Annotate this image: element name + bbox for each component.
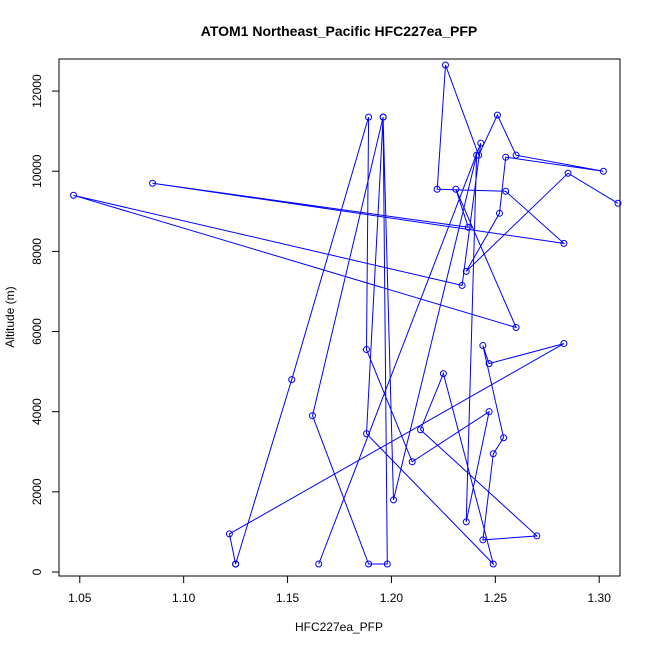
- series-line: [73, 64, 619, 565]
- data-point: [462, 267, 470, 275]
- data-point: [458, 281, 466, 289]
- data-point: [464, 223, 472, 231]
- y-axis: 0 2000 4000 6000 8000 10000 12000: [30, 74, 60, 575]
- y-tick-label: 0: [30, 568, 44, 575]
- data-point: [493, 111, 501, 119]
- data-point: [477, 139, 485, 147]
- data-point: [489, 560, 497, 568]
- data-point: [560, 239, 568, 247]
- x-tick-label: 1.15: [276, 591, 300, 605]
- data-point: [533, 532, 541, 540]
- y-tick-label: 12000: [30, 74, 44, 108]
- data-point: [489, 450, 497, 458]
- data-point: [383, 560, 391, 568]
- data-point: [485, 360, 493, 368]
- data-point: [560, 340, 568, 348]
- data-point: [512, 151, 520, 159]
- data-point: [225, 530, 233, 538]
- x-tick-label: 1.25: [484, 591, 508, 605]
- y-tick-label: 10000: [30, 154, 44, 188]
- data-point: [614, 199, 622, 207]
- series-layer: [70, 61, 622, 568]
- x-tick-label: 1.20: [380, 591, 404, 605]
- data-point: [500, 434, 508, 442]
- x-axis-label: HFC227ea_PFP: [295, 620, 383, 634]
- series-1: [225, 113, 568, 568]
- x-tick-label: 1.05: [68, 591, 92, 605]
- data-point: [308, 412, 316, 420]
- data-point: [365, 113, 373, 121]
- data-point: [149, 179, 156, 187]
- x-tick-label: 1.30: [588, 591, 612, 605]
- data-point: [462, 518, 470, 526]
- data-point: [408, 458, 416, 466]
- chart-title: ATOM1 Northeast_Pacific HFC227ea_PFP: [201, 23, 477, 39]
- y-tick-label: 8000: [30, 238, 44, 265]
- plot-frame: [58, 58, 621, 577]
- data-point: [315, 560, 323, 568]
- data-point: [232, 560, 240, 568]
- x-axis: 1.05 1.10 1.15 1.20 1.25 1.30: [68, 575, 612, 605]
- data-point: [363, 430, 371, 438]
- data-point: [502, 187, 510, 195]
- data-point: [495, 209, 503, 217]
- data-point: [479, 536, 487, 544]
- data-point: [433, 185, 441, 193]
- data-point: [363, 346, 371, 354]
- data-point: [70, 191, 78, 199]
- series-line: [228, 116, 565, 566]
- x-tick-label: 1.10: [172, 591, 196, 605]
- data-point: [485, 408, 493, 416]
- data-point: [441, 61, 449, 69]
- data-point: [479, 342, 487, 350]
- data-point: [288, 376, 296, 384]
- data-point: [365, 560, 373, 568]
- data-point: [452, 185, 460, 193]
- data-point: [564, 169, 572, 177]
- data-point: [502, 153, 510, 161]
- data-point: [417, 426, 425, 434]
- data-point: [512, 324, 520, 332]
- data-point: [390, 496, 398, 504]
- data-point: [599, 167, 607, 175]
- data-point: [439, 370, 447, 378]
- y-axis-label: Altitude (m): [3, 286, 17, 347]
- y-tick-label: 2000: [30, 478, 44, 505]
- y-tick-label: 6000: [30, 318, 44, 345]
- series-2: [70, 61, 622, 568]
- data-point: [475, 151, 483, 159]
- data-point: [379, 113, 387, 121]
- y-tick-label: 4000: [30, 398, 44, 425]
